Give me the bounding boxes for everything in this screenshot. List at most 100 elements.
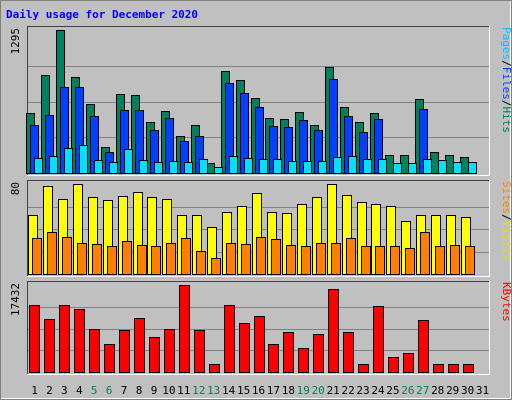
x-label-day-14: 14 — [222, 384, 236, 397]
x-label-day-9: 9 — [151, 384, 158, 397]
x-label-day-19: 19 — [297, 384, 310, 397]
bar-pages-day-25 — [393, 163, 402, 174]
bar-pages-day-18 — [288, 161, 297, 174]
bar-kbytes-day-9 — [149, 337, 160, 373]
x-label-day-4: 4 — [76, 384, 83, 397]
bar-sites-day-27 — [420, 232, 430, 275]
x-label-day-7: 7 — [121, 384, 128, 397]
x-label-day-11: 11 — [177, 384, 190, 397]
bar-sites-day-19 — [301, 246, 311, 275]
bar-pages-day-15 — [244, 158, 253, 174]
x-label-day-2: 2 — [46, 384, 53, 397]
bar-sites-day-10 — [166, 243, 176, 275]
legend-entry: Sites — [500, 181, 512, 214]
bar-sites-day-24 — [375, 246, 385, 275]
x-label-day-13: 13 — [207, 384, 220, 397]
y-max-label: 17432 — [9, 283, 22, 316]
bar-pages-day-9 — [154, 162, 163, 174]
x-label-day-12: 12 — [192, 384, 205, 397]
bar-kbytes-day-8 — [134, 318, 145, 373]
bar-sites-day-4 — [77, 243, 87, 275]
bar-pages-day-17 — [273, 159, 282, 174]
panel-legend: KBytes — [500, 282, 512, 322]
bar-pages-day-1 — [34, 158, 43, 174]
legend-entry: / — [500, 60, 512, 67]
bar-sites-day-15 — [241, 244, 251, 275]
x-label-day-27: 27 — [416, 384, 429, 397]
x-label-day-30: 30 — [461, 384, 474, 397]
bar-kbytes-day-12 — [194, 330, 205, 373]
bar-sites-day-2 — [47, 232, 57, 275]
legend-entry: Files — [500, 67, 512, 100]
bar-kbytes-day-7 — [119, 330, 130, 373]
bar-sites-day-25 — [390, 246, 400, 275]
bar-sites-day-6 — [107, 246, 117, 275]
x-label-day-15: 15 — [237, 384, 250, 397]
legend-entry: Visits — [500, 221, 512, 261]
x-label-day-28: 28 — [431, 384, 444, 397]
panel-legend: Pages/Files/Hits — [500, 27, 512, 133]
bar-kbytes-day-10 — [164, 329, 175, 373]
legend-entry: Hits — [500, 107, 512, 134]
bar-kbytes-day-25 — [388, 357, 399, 373]
bar-kbytes-day-16 — [254, 316, 265, 373]
x-label-day-31: 31 — [476, 384, 489, 397]
bar-sites-day-14 — [226, 243, 236, 275]
bar-sites-day-5 — [92, 244, 102, 275]
bar-sites-day-9 — [151, 246, 161, 275]
bar-sites-day-30 — [465, 246, 475, 275]
x-label-day-6: 6 — [106, 384, 113, 397]
x-label-day-29: 29 — [446, 384, 459, 397]
bar-pages-day-13 — [214, 167, 223, 174]
x-label-day-21: 21 — [327, 384, 340, 397]
bar-kbytes-day-28 — [433, 364, 444, 373]
bar-kbytes-day-15 — [239, 323, 250, 373]
bar-pages-day-2 — [49, 156, 58, 174]
bar-kbytes-day-13 — [209, 364, 220, 373]
x-label-day-1: 1 — [31, 384, 38, 397]
bar-sites-day-8 — [137, 245, 147, 275]
y-max-label: 1295 — [9, 28, 22, 55]
x-label-day-20: 20 — [312, 384, 325, 397]
bar-pages-day-10 — [169, 161, 178, 174]
x-label-day-22: 22 — [341, 384, 354, 397]
legend-entry: KBytes — [500, 282, 512, 322]
bar-pages-day-27 — [423, 159, 432, 174]
bar-sites-day-1 — [32, 238, 42, 275]
bar-pages-day-8 — [139, 160, 148, 174]
bar-kbytes-day-23 — [358, 364, 369, 373]
bar-sites-day-29 — [450, 245, 460, 275]
legend-entry: / — [500, 214, 512, 221]
panel-3: 17432 KBytes — [9, 281, 512, 375]
bar-sites-day-28 — [435, 246, 445, 275]
x-label-day-10: 10 — [162, 384, 175, 397]
x-label-day-25: 25 — [386, 384, 399, 397]
bar-sites-day-13 — [211, 258, 221, 275]
bar-sites-day-16 — [256, 237, 266, 275]
bar-pages-day-20 — [318, 161, 327, 174]
x-label-day-17: 17 — [267, 384, 280, 397]
x-label-day-23: 23 — [356, 384, 369, 397]
bar-sites-day-7 — [122, 241, 132, 275]
chart-title: Daily usage for December 2020 — [6, 8, 198, 21]
bar-kbytes-day-2 — [44, 319, 55, 373]
bar-pages-day-12 — [199, 159, 208, 174]
panel-2: 80 Sites/Visits — [9, 180, 512, 277]
legend-entry: / — [500, 100, 512, 107]
bar-kbytes-day-18 — [283, 332, 294, 373]
bar-sites-day-3 — [62, 237, 72, 275]
bar-kbytes-day-14 — [224, 305, 235, 373]
bar-pages-day-14 — [229, 156, 238, 174]
bar-kbytes-day-5 — [89, 329, 100, 373]
bar-kbytes-day-29 — [448, 364, 459, 373]
bar-kbytes-day-27 — [418, 320, 429, 373]
bar-sites-day-12 — [196, 251, 206, 275]
bar-pages-day-19 — [303, 161, 312, 174]
bar-pages-day-5 — [94, 160, 103, 174]
panel-1: 1295 Pages/Files/Hits — [9, 26, 512, 176]
bar-kbytes-day-26 — [403, 353, 414, 373]
x-label-day-3: 3 — [61, 384, 68, 397]
bar-sites-day-23 — [361, 246, 371, 275]
bar-pages-day-30 — [468, 162, 477, 174]
